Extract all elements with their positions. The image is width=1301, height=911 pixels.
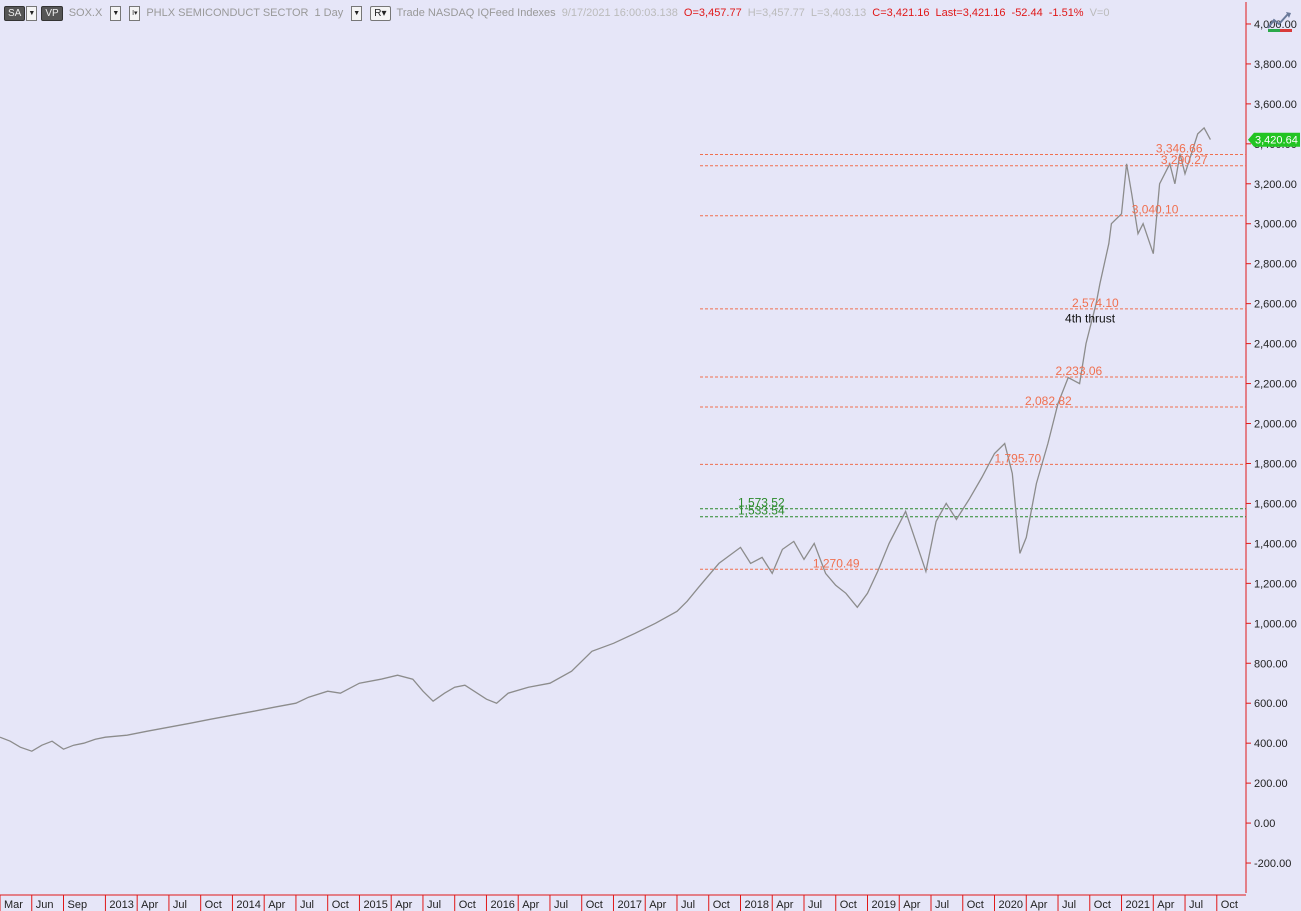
- last-value: Last=3,421.16: [935, 7, 1006, 19]
- y-tick-label: 2,800.00: [1254, 259, 1297, 271]
- x-tick-label: Oct: [586, 899, 603, 911]
- y-tick-label: 2,200.00: [1254, 379, 1297, 391]
- level-label: 3,040.10: [1132, 203, 1179, 217]
- x-tick-label: 2015: [363, 899, 387, 911]
- x-tick-label: Jul: [427, 899, 441, 911]
- level-label: 1,270.49: [813, 556, 860, 570]
- interval-label[interactable]: 1 Day: [314, 7, 344, 19]
- y-tick-label: 3,800.00: [1254, 59, 1297, 71]
- change-value: -52.44: [1011, 7, 1043, 19]
- low-value: L=3,403.13: [810, 7, 867, 19]
- x-tick-label: Oct: [967, 899, 984, 911]
- symbol-label[interactable]: SOX.X: [68, 7, 103, 19]
- change-pct-value: -1.51%: [1048, 7, 1084, 19]
- x-tick-label: Oct: [1221, 899, 1238, 911]
- chevron-down-icon[interactable]: ▼: [26, 5, 38, 21]
- y-tick-label: 2,000.00: [1254, 419, 1297, 431]
- x-tick-label: Oct: [332, 899, 349, 911]
- annotation-text: 4th thrust: [1065, 312, 1116, 326]
- x-tick-label: Jul: [1189, 899, 1203, 911]
- x-tick-label: Apr: [395, 899, 412, 911]
- x-tick-label: Jul: [681, 899, 695, 911]
- chart-toolbar: SA ▼ VP SOX.X ▼ I▾ PHLX SEMICONDUCT SECT…: [0, 0, 1250, 26]
- x-tick-label: Sep: [68, 899, 88, 911]
- vp-button[interactable]: VP: [41, 5, 63, 21]
- y-tick-label: 600.00: [1254, 698, 1288, 710]
- x-tick-label: Oct: [459, 899, 476, 911]
- level-label: 3,290.27: [1161, 153, 1208, 167]
- level-label: 2,574.10: [1072, 296, 1119, 310]
- last-price-badge: [1248, 132, 1300, 147]
- y-tick-label: 3,000.00: [1254, 219, 1297, 231]
- x-tick-label: Apr: [1030, 899, 1047, 911]
- y-tick-label: 800.00: [1254, 658, 1288, 670]
- x-tick-label: Apr: [776, 899, 793, 911]
- y-tick-label: 2,400.00: [1254, 339, 1297, 351]
- x-tick-label: 2018: [744, 899, 768, 911]
- x-tick-label: 2020: [999, 899, 1023, 911]
- y-tick-label: 2,600.00: [1254, 299, 1297, 311]
- close-value: C=3,421.16: [872, 7, 930, 19]
- y-tick-label: 1,600.00: [1254, 498, 1297, 510]
- open-value: O=3,457.77: [683, 7, 742, 19]
- level-label: 1,533.54: [738, 504, 785, 518]
- high-value: H=3,457.77: [747, 7, 805, 19]
- x-tick-label: 2016: [490, 899, 514, 911]
- x-tick-label: Jul: [554, 899, 568, 911]
- y-tick-label: 4,000.00: [1254, 19, 1297, 31]
- x-tick-label: Oct: [713, 899, 730, 911]
- y-tick-label: 1,200.00: [1254, 578, 1297, 590]
- x-tick-label: Apr: [903, 899, 920, 911]
- chevron-down-icon[interactable]: ▼: [351, 5, 363, 21]
- x-tick-label: Mar: [4, 899, 23, 911]
- chevron-down-icon[interactable]: ▼: [110, 5, 122, 21]
- x-tick-label: Jul: [300, 899, 314, 911]
- y-tick-label: 200.00: [1254, 778, 1288, 790]
- x-tick-label: Jul: [173, 899, 187, 911]
- last-price-label: 3,420.64: [1255, 135, 1298, 147]
- y-tick-label: 3,200.00: [1254, 179, 1297, 191]
- level-label: 3,346.66: [1156, 141, 1203, 155]
- x-tick-label: Apr: [649, 899, 666, 911]
- y-tick-label: 400.00: [1254, 738, 1288, 750]
- y-tick-label: 1,400.00: [1254, 538, 1297, 550]
- r-button[interactable]: R ▾: [370, 5, 391, 21]
- x-tick-label: Jul: [1062, 899, 1076, 911]
- feed-info: Trade NASDAQ IQFeed Indexes: [396, 7, 556, 19]
- symbol-description: PHLX SEMICONDUCT SECTOR: [146, 7, 309, 19]
- datetime-label: 9/17/2021 16:00:03.138: [561, 7, 678, 19]
- x-tick-label: Jul: [935, 899, 949, 911]
- x-tick-label: Oct: [840, 899, 857, 911]
- sa-button[interactable]: SA: [4, 5, 26, 21]
- x-tick-label: 2019: [872, 899, 896, 911]
- x-tick-label: Jun: [36, 899, 54, 911]
- level-label: 1,573.52: [738, 496, 785, 510]
- y-tick-label: 3,600.00: [1254, 99, 1297, 111]
- x-tick-label: Apr: [268, 899, 285, 911]
- x-tick-label: Jul: [808, 899, 822, 911]
- y-tick-label: 1,000.00: [1254, 618, 1297, 630]
- x-tick-label: Apr: [1157, 899, 1174, 911]
- x-tick-label: Apr: [522, 899, 539, 911]
- volume-value: V=0: [1089, 7, 1110, 19]
- y-tick-label: 1,800.00: [1254, 458, 1297, 470]
- x-tick-label: Oct: [205, 899, 222, 911]
- chart-trend-icon[interactable]: [1266, 10, 1294, 36]
- cursor-icon[interactable]: I▾: [129, 5, 141, 21]
- price-line[interactable]: [0, 126, 1211, 752]
- x-tick-label: Apr: [141, 899, 158, 911]
- x-tick-label: Oct: [1094, 899, 1111, 911]
- level-label: 1,795.70: [995, 451, 1042, 465]
- x-tick-label: 2014: [236, 899, 260, 911]
- y-tick-label: 0.00: [1254, 818, 1275, 830]
- level-label: 2,233.06: [1055, 364, 1102, 378]
- x-tick-label: 2021: [1126, 899, 1150, 911]
- y-tick-label: -200.00: [1254, 858, 1291, 870]
- x-tick-label: 2013: [109, 899, 133, 911]
- x-tick-label: 2017: [617, 899, 641, 911]
- level-label: 2,082.82: [1025, 394, 1072, 408]
